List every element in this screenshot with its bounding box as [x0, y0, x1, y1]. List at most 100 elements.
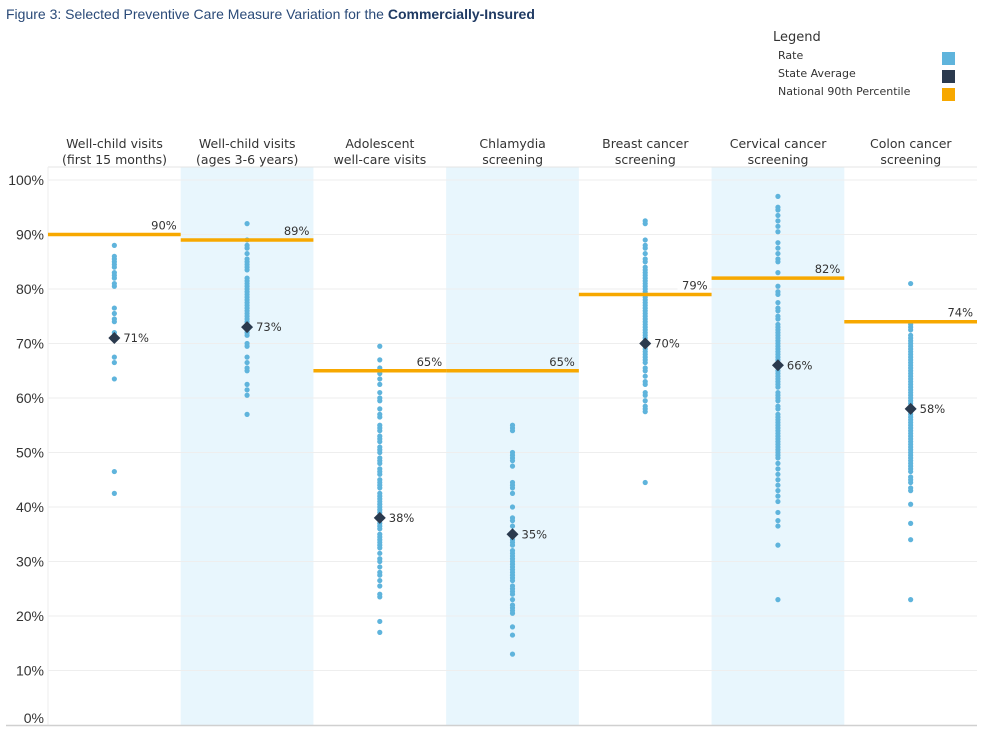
rate-point [244, 354, 250, 360]
rate-point [775, 283, 781, 289]
y-tick-label: 20% [16, 608, 44, 624]
rate-point [775, 291, 781, 298]
rate-point [775, 460, 781, 466]
rate-point [775, 542, 781, 548]
column-header: Well-child visits (ages 3-6 years) [181, 136, 314, 168]
rate-point [377, 564, 383, 570]
rate-point [775, 509, 781, 516]
rate-point [509, 624, 516, 630]
national-90th-label-bg [146, 218, 178, 232]
rate-point [509, 490, 516, 496]
legend-item-rate: Rate [778, 49, 990, 67]
rate-point [775, 518, 781, 524]
state-average-label: 58% [920, 402, 946, 416]
rate-point [775, 193, 781, 199]
rate-point [244, 245, 250, 251]
rate-point [377, 572, 383, 578]
rate-point [377, 545, 383, 551]
legend: Legend Rate State Average National 90th … [770, 30, 990, 103]
rate-point [377, 618, 383, 625]
rate-point [908, 327, 914, 333]
rate-point [244, 381, 250, 387]
legend-swatch-rate [942, 52, 955, 65]
state-average-marker [904, 402, 917, 415]
rate-point [775, 223, 781, 229]
column-header-line: Well-child visits [198, 136, 296, 151]
rate-point [244, 392, 250, 398]
rate-point [377, 376, 383, 382]
column-header-line: Adolescent [345, 136, 415, 151]
legend-item-national-90th: National 90th Percentile [778, 85, 990, 103]
rate-point [377, 389, 383, 396]
rate-point [908, 280, 914, 287]
rate-point [244, 368, 250, 374]
national-90th-label-bg [677, 278, 709, 292]
national-90th-label: 82% [815, 262, 841, 276]
state-average-marker [639, 337, 652, 350]
y-tick-label: 0% [24, 710, 44, 726]
y-tick-label: 30% [16, 554, 44, 570]
rate-point [775, 477, 781, 483]
rate-point [377, 594, 383, 600]
rate-point [908, 488, 914, 494]
column-header-line: well-care visits [333, 152, 427, 167]
rate-point [642, 259, 648, 265]
column-header: Well-child visits (first 15 months) [48, 136, 181, 168]
rate-point [377, 558, 383, 565]
rate-point [908, 479, 914, 486]
rate-point [775, 218, 781, 224]
rate-point [111, 490, 117, 496]
rate-point [775, 384, 781, 390]
legend-label-national-90th: National 90th Percentile [778, 85, 911, 98]
rate-point [111, 354, 117, 360]
rate-point [775, 308, 781, 314]
rate-point [775, 207, 781, 213]
rate-point [244, 267, 250, 273]
national-90th-label: 90% [151, 219, 177, 233]
column-header: Breast cancer screening [579, 136, 712, 168]
legend-item-state-average: State Average [778, 67, 990, 85]
rate-point [908, 501, 914, 507]
rate-point [642, 245, 648, 251]
national-90th-label: 65% [417, 355, 443, 369]
rate-point [377, 439, 383, 445]
rate-point [111, 310, 117, 317]
rate-point [775, 488, 781, 494]
state-average-label: 70% [654, 337, 680, 351]
rate-point [111, 275, 117, 281]
rate-point [509, 597, 516, 603]
rate-point [244, 221, 250, 227]
legend-swatch-national-90th [942, 88, 955, 101]
rate-point [244, 332, 250, 338]
column-header-line: screening [747, 152, 809, 167]
y-tick-label: 40% [16, 499, 44, 515]
column-band [180, 167, 314, 726]
rate-point [509, 632, 516, 638]
column-header-line: screening [880, 152, 942, 167]
rate-point [244, 387, 250, 393]
rate-point [908, 520, 914, 526]
rate-point [775, 250, 781, 257]
rate-point [775, 229, 781, 235]
rate-point [111, 376, 117, 382]
rate-point [642, 373, 648, 379]
rate-point [111, 242, 117, 248]
rate-point [775, 212, 781, 219]
rate-point [642, 409, 648, 415]
rate-point [775, 523, 781, 529]
column-band [446, 167, 579, 726]
column-header-line: (first 15 months) [61, 152, 168, 167]
figure-title-prefix: Figure 3: Selected Preventive Care Measu… [6, 6, 388, 22]
rate-point [509, 485, 516, 491]
rate-point [509, 610, 516, 616]
state-average-marker [108, 332, 121, 345]
rate-point [377, 381, 383, 387]
rate-point [642, 368, 648, 374]
legend-swatch-state-average [942, 70, 955, 83]
rate-point [509, 504, 516, 510]
rate-point [509, 428, 516, 434]
rate-point [377, 629, 383, 635]
legend-label-state-average: State Average [778, 67, 856, 80]
rate-point [244, 411, 250, 417]
rate-point [908, 537, 914, 543]
